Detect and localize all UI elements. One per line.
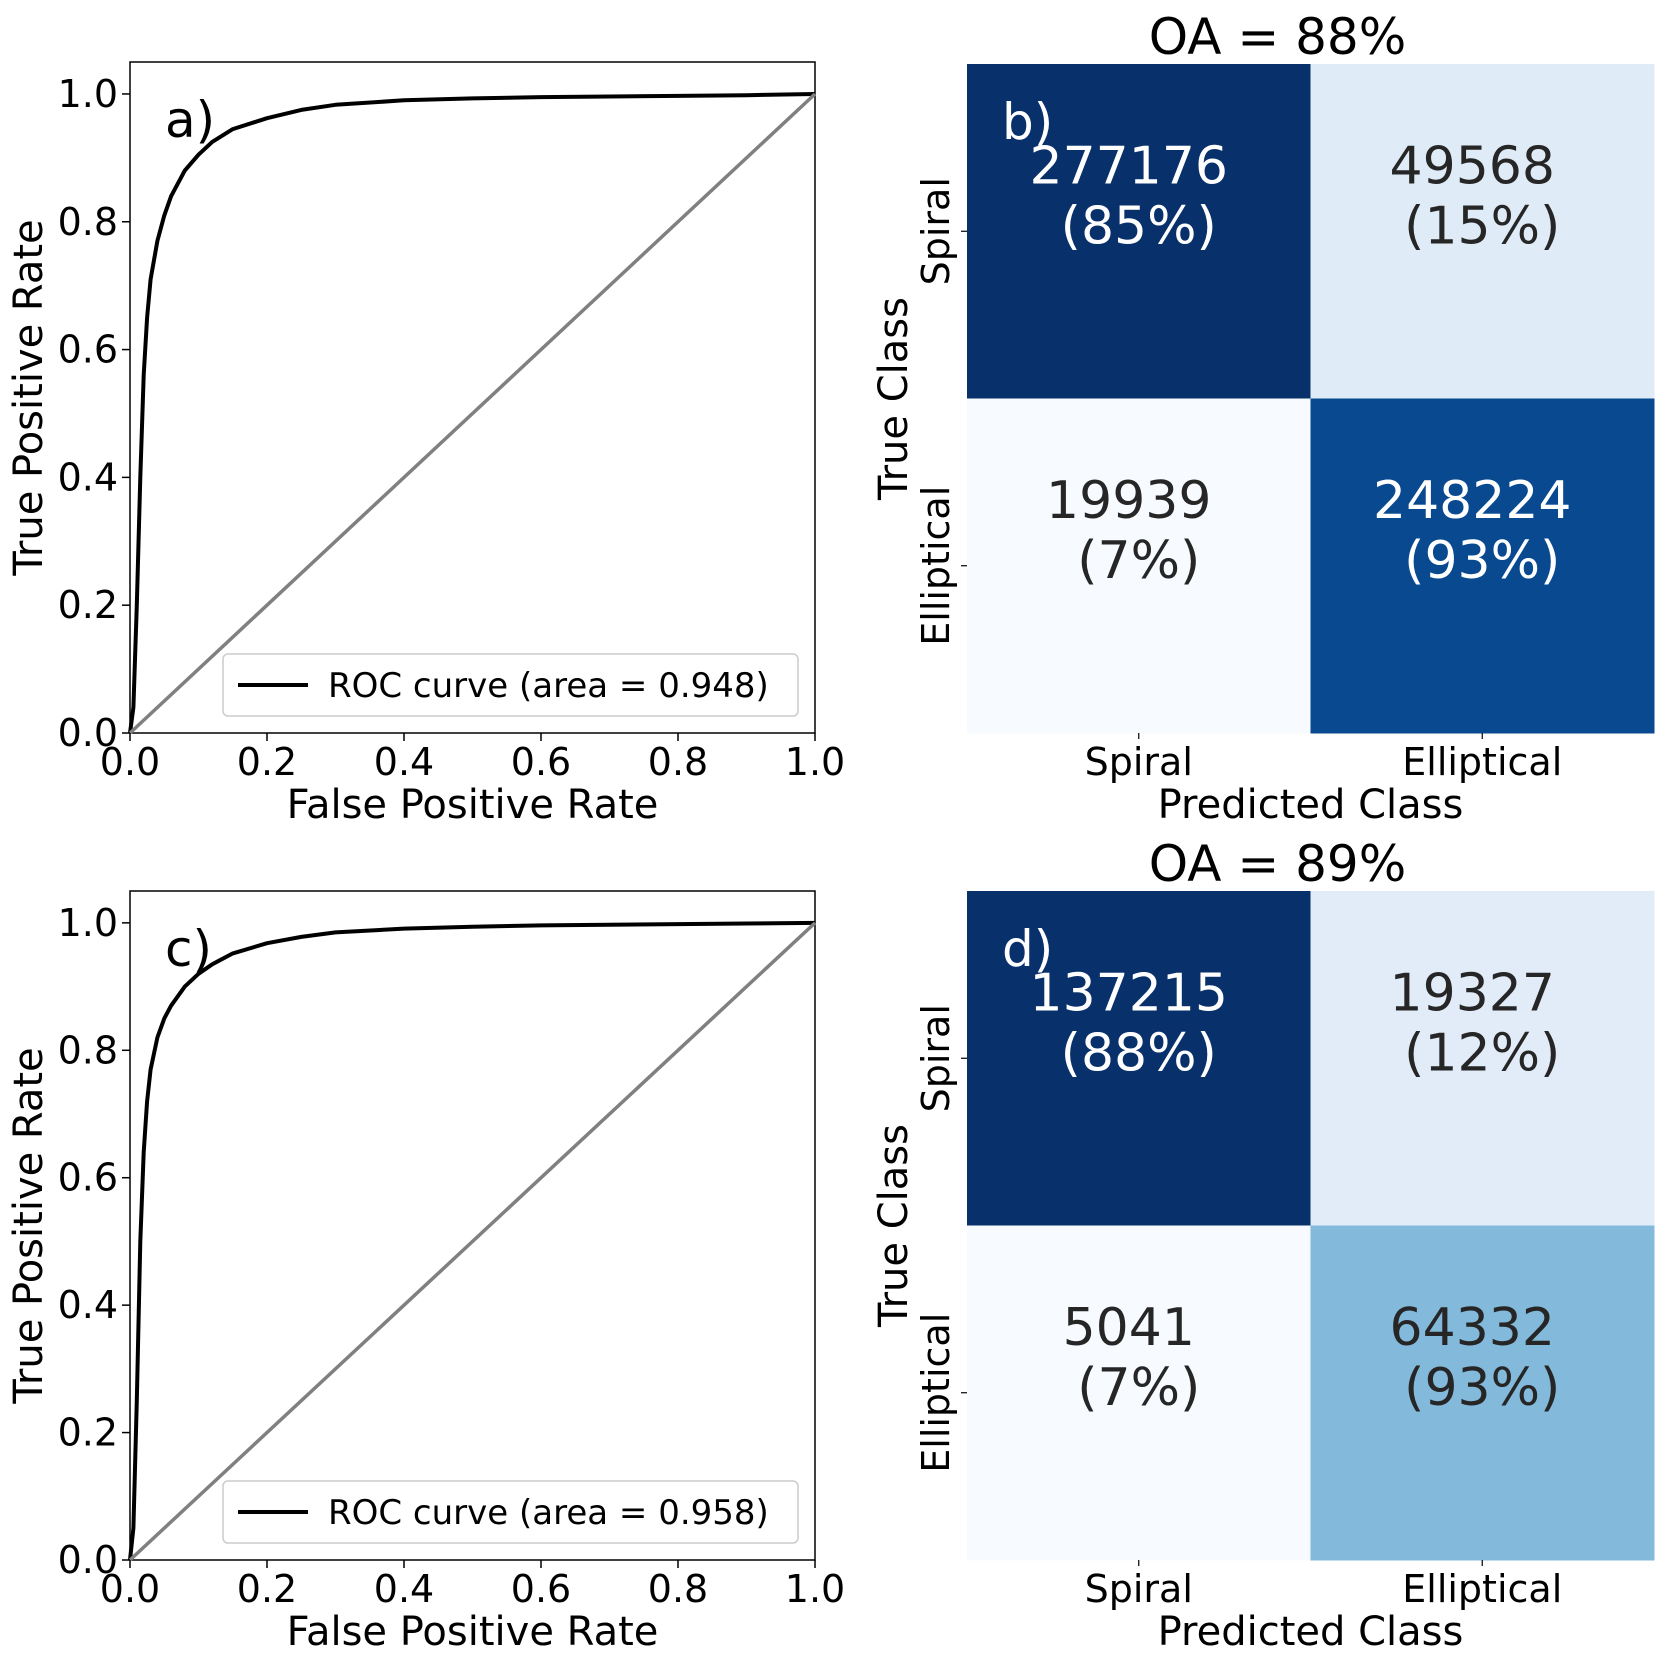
x-axis-label: False Positive Rate	[287, 782, 659, 828]
legend-entry-label: ROC curve (area = 0.948)	[328, 666, 769, 706]
x-tick-label: 0.2	[237, 1567, 297, 1611]
cell-percent-label: (93%)	[1404, 531, 1560, 591]
confusion-matrix-panel-b: 277176(85%) 49568(15%) 19939(7%) 248224(93%…	[871, 8, 1655, 828]
cell-percent-label: (85%)	[1061, 196, 1217, 256]
matrix-cell	[967, 1225, 1311, 1561]
cell-count-label: 19939	[1046, 471, 1211, 531]
y-axis-label: True Class	[871, 1124, 917, 1328]
matrix-cell	[967, 891, 1311, 1226]
x-tick-label: 0.0	[100, 740, 160, 784]
x-tick-label: Elliptical	[1402, 1567, 1562, 1611]
y-tick-label: 0.4	[58, 1283, 118, 1327]
panel-label: b)	[1002, 93, 1053, 151]
y-tick-label: 1.0	[58, 72, 118, 116]
y-tick-label: 0.8	[58, 200, 118, 244]
cell-percent-label: (93%)	[1404, 1358, 1560, 1418]
x-tick-label: Spiral	[1085, 740, 1193, 784]
cell-percent-label: (88%)	[1061, 1023, 1217, 1083]
x-tick-label: 0.6	[511, 740, 571, 784]
y-tick-label: 0.0	[58, 711, 118, 755]
y-tick-label: 0.2	[58, 1411, 118, 1455]
cell-percent-label: (7%)	[1077, 1358, 1200, 1418]
roc-curve-line	[128, 920, 816, 1561]
chance-diagonal-line	[128, 92, 817, 735]
x-tick-label: 1.0	[785, 1567, 845, 1611]
y-tick-label: Spiral	[914, 177, 958, 285]
cell-count-label: 64332	[1390, 1298, 1555, 1358]
matrix-cell	[967, 64, 1311, 399]
cell-count-label: 248224	[1373, 471, 1572, 531]
cell-percent-label: (15%)	[1404, 196, 1560, 256]
plot-area	[129, 890, 816, 1561]
roc-panel-c: 0.0 0.2 0.4 0.6 0.8 1.0 0.0 0.2 0.4 0.6 0.8 1.0 Fals…	[6, 890, 845, 1655]
matrix-cell	[967, 398, 1311, 734]
roc-panel-a: 0.0 0.2 0.4 0.6 0.8 1.0 0.0 0.2 0.4 0.6 0.8 1.0 Fals…	[6, 61, 845, 828]
confusion-matrix-panel-d: 137215(88%) 19327(12%) 5041(7%) 64332(93%) O…	[871, 835, 1655, 1655]
y-tick-label: 0.6	[58, 328, 118, 372]
x-tick-label: 0.6	[511, 1567, 571, 1611]
legend-box	[222, 1480, 799, 1544]
cell-percent-label: (12%)	[1404, 1023, 1560, 1083]
panel-label: c)	[165, 920, 212, 978]
chance-diagonal-line	[128, 921, 817, 1562]
legend-entry-label: ROC curve (area = 0.958)	[328, 1493, 769, 1533]
matrix-cell	[1310, 398, 1655, 734]
x-tick-label: 0.0	[100, 1567, 160, 1611]
cell-count-label: 49568	[1390, 136, 1555, 196]
x-tick-label: 0.8	[648, 740, 708, 784]
matrix-title: OA = 89%	[1149, 835, 1407, 893]
x-tick-label: Spiral	[1085, 1567, 1193, 1611]
y-tick-label: Elliptical	[914, 486, 958, 646]
y-tick-label: Elliptical	[914, 1313, 958, 1473]
plot-area	[129, 61, 816, 734]
panel-label: a)	[165, 91, 215, 149]
x-tick-label: Elliptical	[1402, 740, 1562, 784]
matrix-cell	[1310, 1225, 1655, 1561]
x-tick-label: 0.2	[237, 740, 297, 784]
cell-count-label: 137215	[1029, 963, 1228, 1023]
y-axis-label: True Class	[871, 297, 917, 501]
y-tick-label: 0.6	[58, 1156, 118, 1200]
matrix-cell	[1310, 891, 1655, 1226]
y-tick-label: 0.8	[58, 1028, 118, 1072]
y-axis-label: True Positive Rate	[6, 219, 52, 576]
y-tick-label: 0.0	[58, 1538, 118, 1582]
y-tick-label: 1.0	[58, 901, 118, 945]
y-axis-label: True Positive Rate	[6, 1047, 52, 1404]
x-axis-label: Predicted Class	[1158, 1609, 1464, 1655]
matrix-cell	[1310, 64, 1655, 399]
y-tick-label: Spiral	[914, 1004, 958, 1112]
legend-box	[222, 653, 799, 717]
x-tick-label: 0.4	[374, 1567, 434, 1611]
x-tick-label: 0.4	[374, 740, 434, 784]
x-tick-label: 0.8	[648, 1567, 708, 1611]
cell-count-label: 19327	[1390, 963, 1555, 1023]
roc-curve-line	[128, 92, 816, 734]
matrix-title: OA = 88%	[1149, 8, 1407, 66]
x-axis-label: Predicted Class	[1158, 782, 1464, 828]
x-tick-label: 1.0	[785, 740, 845, 784]
cell-count-label: 5041	[1063, 1298, 1195, 1358]
y-tick-label: 0.4	[58, 455, 118, 499]
cell-percent-label: (7%)	[1077, 531, 1200, 591]
x-axis-label: False Positive Rate	[287, 1609, 659, 1655]
cell-count-label: 277176	[1029, 136, 1228, 196]
panel-label: d)	[1002, 920, 1053, 978]
y-tick-label: 0.2	[58, 583, 118, 627]
